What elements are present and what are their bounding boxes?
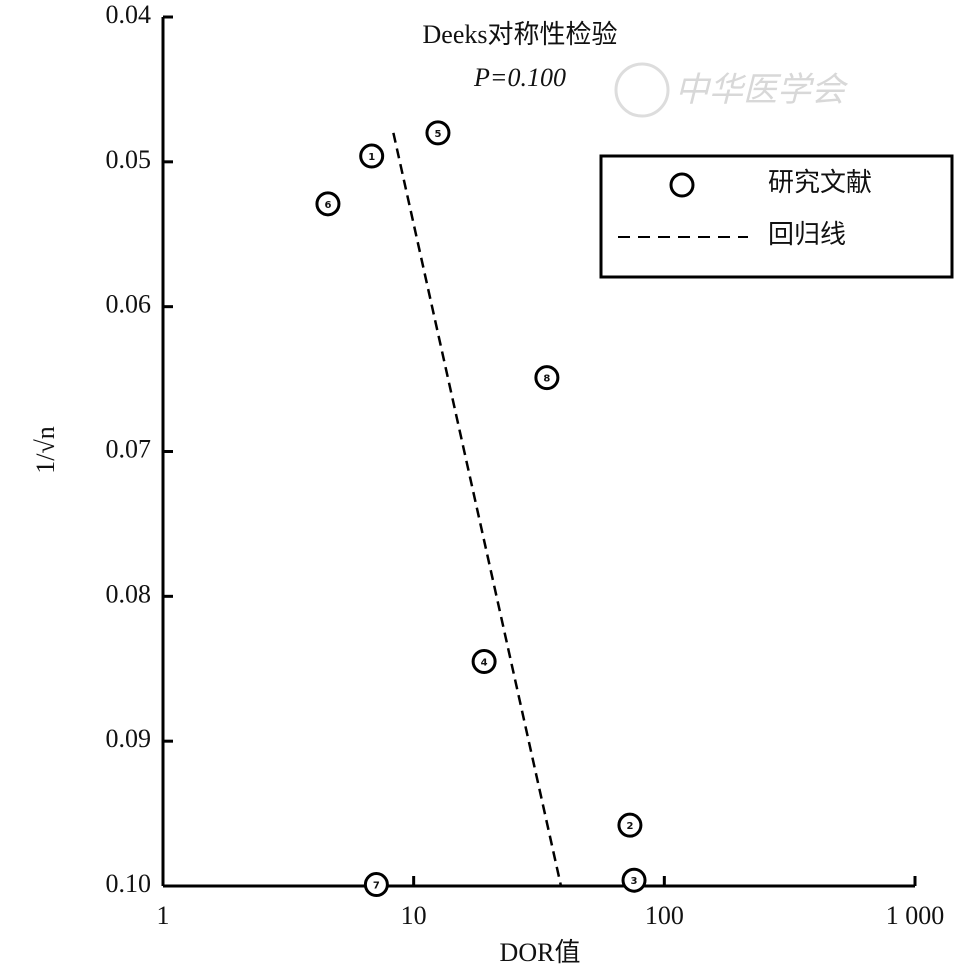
study-point [315,191,341,217]
y-tick-label: 0.07 [106,434,152,463]
study-point [621,867,647,893]
study-point [359,143,385,169]
point-label: 7 [373,881,380,892]
study-point [363,872,389,898]
legend [599,154,954,279]
chart-title: Deeks对称性检验 [423,20,618,49]
point-label: 5 [434,129,441,140]
legend-label: 回归线 [768,220,846,249]
x-axis-label: DOR值 [500,938,581,967]
watermark: 中华医学会 [675,72,849,109]
legend-swatch [669,172,695,198]
study-point [534,365,560,391]
y-tick-label: 0.10 [106,869,152,898]
regression-line [392,132,563,887]
point-label: 3 [631,876,638,887]
study-point [425,120,451,146]
y-tick-label: 0.09 [106,724,152,753]
x-tick-label: 1 [157,901,170,930]
chart-subtitle: P=0.100 [473,63,566,92]
y-tick-label: 0.08 [106,579,152,608]
point-label: 1 [368,152,375,163]
point-label: 8 [543,374,550,385]
x-tick-label: 1 000 [886,901,945,930]
point-label: 2 [626,821,633,832]
y-axis-label: 1/√n [31,426,60,474]
point-label: 6 [324,200,331,211]
y-tick-label: 0.04 [106,0,152,29]
y-tick-label: 0.05 [106,145,152,174]
study-point [617,812,643,838]
x-tick-label: 100 [645,901,684,930]
point-label: 4 [481,658,488,669]
x-tick-label: 10 [401,901,427,930]
legend-label: 研究文献 [768,168,872,197]
watermark-logo [614,62,670,118]
study-point [471,649,497,675]
y-tick-label: 0.06 [106,290,152,319]
